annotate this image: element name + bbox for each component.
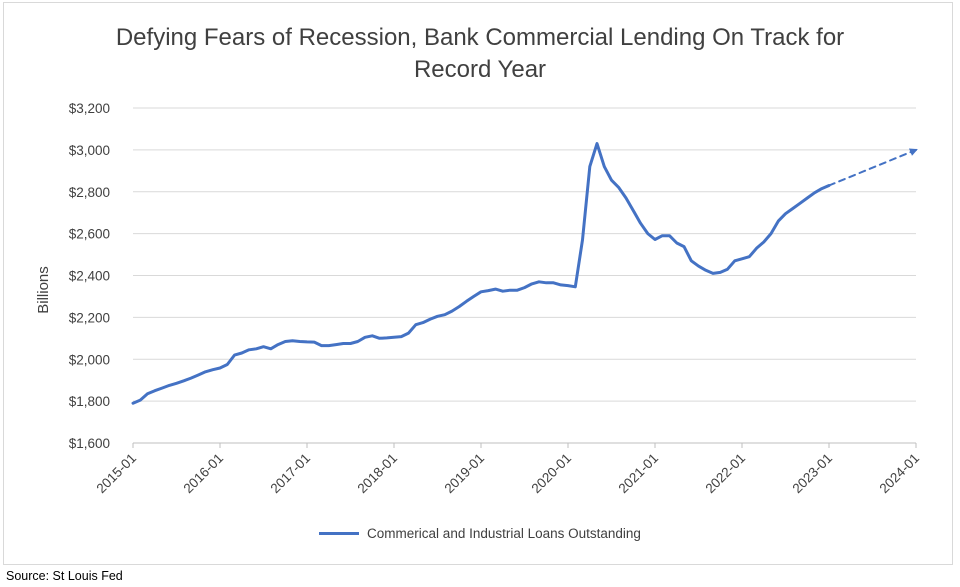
legend: Commerical and Industrial Loans Outstand…	[0, 526, 960, 541]
series-lines	[131, 142, 918, 405]
y-tick-label: $2,600	[69, 227, 110, 242]
x-tick-label: 2020-01	[528, 451, 574, 497]
source-note: Source: St Louis Fed	[6, 569, 123, 583]
x-tick-label: 2016-01	[180, 451, 226, 497]
y-tick-label: $2,200	[69, 310, 110, 325]
y-tick-label: $2,400	[69, 269, 110, 284]
y-tick-label: $1,800	[69, 394, 110, 409]
y-tick-label: $3,200	[69, 101, 110, 116]
x-tick-label: 2015-01	[93, 451, 139, 497]
x-tick-label: 2023-01	[789, 451, 835, 497]
x-tick-label: 2022-01	[702, 451, 748, 497]
projection-arrow	[828, 148, 918, 187]
series-line-loans	[131, 142, 831, 405]
x-tick-label: 2024-01	[876, 451, 922, 497]
x-tick-label: 2018-01	[354, 451, 400, 497]
y-tick-label: $2,000	[69, 352, 110, 367]
chart-frame	[3, 2, 953, 565]
y-axis-ticks: $1,600 $1,800 $2,000 $2,200 $2,400 $2,600 $2,8…	[69, 101, 110, 451]
x-axis: 2015-01 2016-01 2017-01 2018-01 2019-01 2020-…	[93, 442, 922, 497]
chart-title-line-2: Record Year	[413, 56, 547, 83]
chart-title-line-1: Defying Fears of Recession, Bank Commerc…	[115, 24, 845, 51]
x-tick-label: 2019-01	[441, 451, 487, 497]
x-tick-label: 2021-01	[615, 451, 661, 497]
y-tick-label: $3,000	[69, 143, 110, 158]
y-tick-label: $1,600	[69, 436, 110, 451]
gridlines	[133, 107, 916, 444]
x-tick-label: 2017-01	[267, 451, 313, 497]
legend-label: Commerical and Industrial Loans Outstand…	[367, 526, 641, 541]
chart-title: Defying Fears of Recession, Bank Commerc…	[60, 22, 900, 86]
legend-swatch	[319, 532, 360, 535]
y-tick-label: $2,800	[69, 185, 110, 200]
